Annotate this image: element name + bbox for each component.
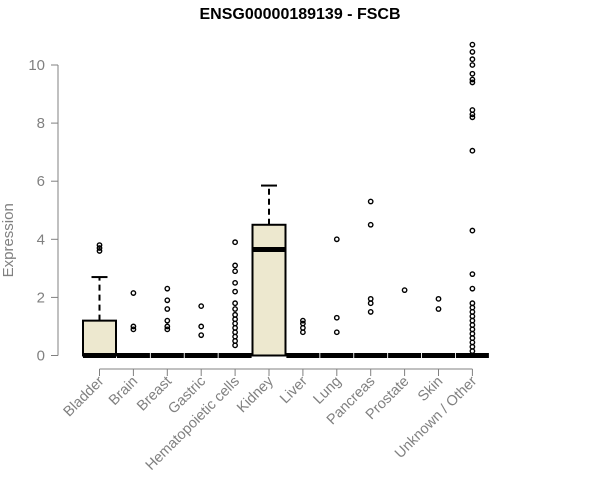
outlier-point xyxy=(232,239,239,246)
outlier-point xyxy=(367,198,374,205)
outlier-point xyxy=(469,79,476,86)
box-brain xyxy=(116,290,150,358)
outlier-point xyxy=(164,317,171,324)
y-axis: 0 2 4 6 8 10 xyxy=(28,57,59,365)
outlier-point xyxy=(130,326,137,333)
outlier-point xyxy=(333,329,340,336)
outlier-point xyxy=(333,314,340,321)
outlier-point xyxy=(401,287,408,294)
box-lung xyxy=(320,236,354,358)
outlier-point xyxy=(232,279,239,286)
box-skin xyxy=(422,295,455,358)
outlier-point xyxy=(469,227,476,234)
x-tick-label: Bladder xyxy=(61,373,108,420)
outlier-point xyxy=(469,107,476,113)
box-unknown-other xyxy=(455,41,489,358)
outlier-point xyxy=(232,262,239,269)
outlier-point xyxy=(232,268,239,275)
outlier-point xyxy=(469,76,476,83)
outlier-point xyxy=(232,300,239,307)
y-tick-label: 2 xyxy=(37,289,45,306)
y-tick-label: 0 xyxy=(37,348,45,365)
outlier-point xyxy=(469,62,476,68)
outlier-point xyxy=(232,311,239,318)
outlier-point xyxy=(96,242,103,249)
outlier-point xyxy=(469,285,476,292)
outlier-point xyxy=(130,290,137,296)
y-axis-title: Expression xyxy=(0,203,17,277)
outlier-point xyxy=(367,309,374,315)
outlier-point xyxy=(96,248,103,254)
outlier-point xyxy=(367,221,374,228)
outlier-point xyxy=(333,236,340,243)
outlier-point xyxy=(130,323,137,330)
outlier-point xyxy=(469,114,476,121)
outlier-point xyxy=(198,303,205,310)
outlier-point xyxy=(469,70,476,77)
x-tick-label: Kidney xyxy=(234,373,277,416)
box-pancreas xyxy=(354,198,388,358)
x-tick-label: Liver xyxy=(277,373,311,407)
outlier-point xyxy=(232,306,239,312)
box-prostate xyxy=(388,287,422,358)
outlier-point xyxy=(435,295,442,302)
y-tick-label: 6 xyxy=(37,173,45,190)
box-liver xyxy=(286,317,320,358)
outlier-point xyxy=(164,306,171,312)
outlier-point xyxy=(299,320,306,327)
chart-title: ENSG00000189139 - FSCB xyxy=(199,6,401,23)
outlier-point xyxy=(469,41,476,48)
box-body xyxy=(251,223,287,357)
outlier-point xyxy=(164,285,171,292)
outlier-point xyxy=(299,317,306,324)
outlier-point xyxy=(232,288,239,295)
outlier-point xyxy=(164,326,171,333)
outlier-point xyxy=(469,300,476,307)
y-tick-label: 4 xyxy=(37,231,45,248)
outlier-point xyxy=(198,323,205,330)
boxes-layer xyxy=(82,41,489,358)
box-body xyxy=(82,319,117,357)
y-tick-label: 10 xyxy=(28,57,45,74)
outlier-point xyxy=(367,295,374,302)
outlier-point xyxy=(435,306,442,312)
outlier-point xyxy=(469,56,476,63)
outlier-point xyxy=(96,245,103,251)
outlier-point xyxy=(469,49,476,55)
box-breast xyxy=(150,285,184,358)
outlier-point xyxy=(164,297,171,304)
outlier-point xyxy=(198,332,205,339)
outlier-point xyxy=(164,323,171,330)
y-tick-label: 8 xyxy=(37,115,45,132)
box-kidney xyxy=(251,184,287,357)
box-bladder xyxy=(82,242,117,358)
box-hematopoietic-cells xyxy=(218,239,252,358)
box-gastric xyxy=(184,303,218,358)
outlier-point xyxy=(469,147,476,154)
outlier-point xyxy=(469,271,476,278)
